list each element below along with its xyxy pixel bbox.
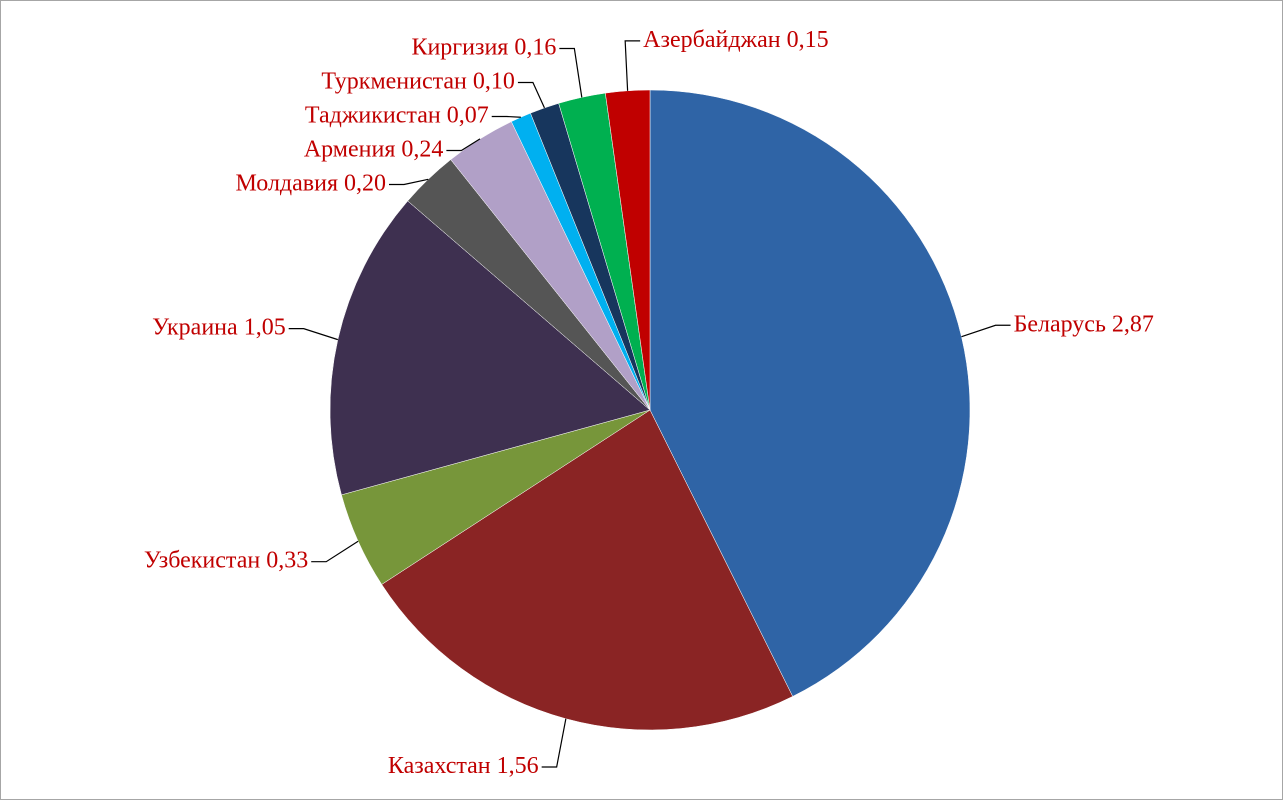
slice-label: Туркменистан 0,10 [321,68,515,94]
slice-value-label: 0,20 [344,170,386,196]
slice-category: Киргизия [411,34,508,60]
slice-category: Армения [304,136,396,162]
slice-label: Узбекистан 0,33 [144,547,308,573]
slice-value-label: 1,56 [497,752,539,778]
leader-line [541,718,567,768]
leader-line [624,40,641,91]
leader-line [559,47,583,98]
slice-category: Украина [152,314,238,340]
slice-value-label: 1,05 [244,314,286,340]
slice-value-label: 2,87 [1112,311,1154,337]
leader-line [311,540,359,563]
slice-category: Туркменистан [321,68,467,94]
slice-value-label: 0,10 [473,68,515,94]
slice-value-label: 0,15 [787,26,829,52]
slice-category: Казахстан [388,752,491,778]
slice-label: Армения 0,24 [304,136,444,162]
slice-category: Беларусь [1014,311,1106,337]
slice-value-label: 0,07 [447,102,489,128]
slice-category: Таджикистан [305,102,441,128]
slice-value-label: 0,16 [514,34,556,60]
slice-value-label: 0,33 [266,547,308,573]
slice-label: Киргизия 0,16 [411,34,556,60]
slice-category: Молдавия [236,170,338,196]
slice-label: Казахстан 1,56 [388,752,539,778]
leader-line [389,178,429,186]
slice-label: Украина 1,05 [152,314,286,340]
slice-label: Таджикистан 0,07 [305,102,489,128]
slice-label: Азербайджан 0,15 [643,26,828,52]
slice-category: Азербайджан [643,26,781,52]
leader-line [517,81,546,109]
slice-label: Беларусь 2,87 [1014,311,1154,337]
leader-line [288,328,339,341]
slice-value-label: 0,24 [401,136,443,162]
slice-label: Молдавия 0,20 [236,170,386,196]
slice-category: Узбекистан [144,547,261,573]
leader-line [491,115,521,118]
leader-line [446,138,481,152]
leader-line [961,324,1011,338]
